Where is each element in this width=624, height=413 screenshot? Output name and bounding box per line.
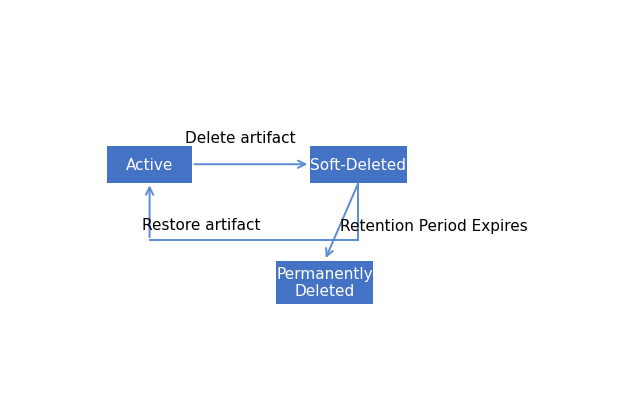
Text: Restore artifact: Restore artifact — [142, 217, 261, 232]
FancyBboxPatch shape — [276, 261, 373, 304]
Text: Soft-Deleted: Soft-Deleted — [311, 157, 406, 172]
FancyBboxPatch shape — [310, 147, 407, 183]
Text: Active: Active — [125, 157, 173, 172]
Text: Delete artifact: Delete artifact — [185, 131, 295, 146]
Text: Permanently
Deleted: Permanently Deleted — [276, 266, 373, 299]
FancyBboxPatch shape — [107, 147, 192, 183]
Text: Retention Period Expires: Retention Period Expires — [339, 218, 527, 233]
